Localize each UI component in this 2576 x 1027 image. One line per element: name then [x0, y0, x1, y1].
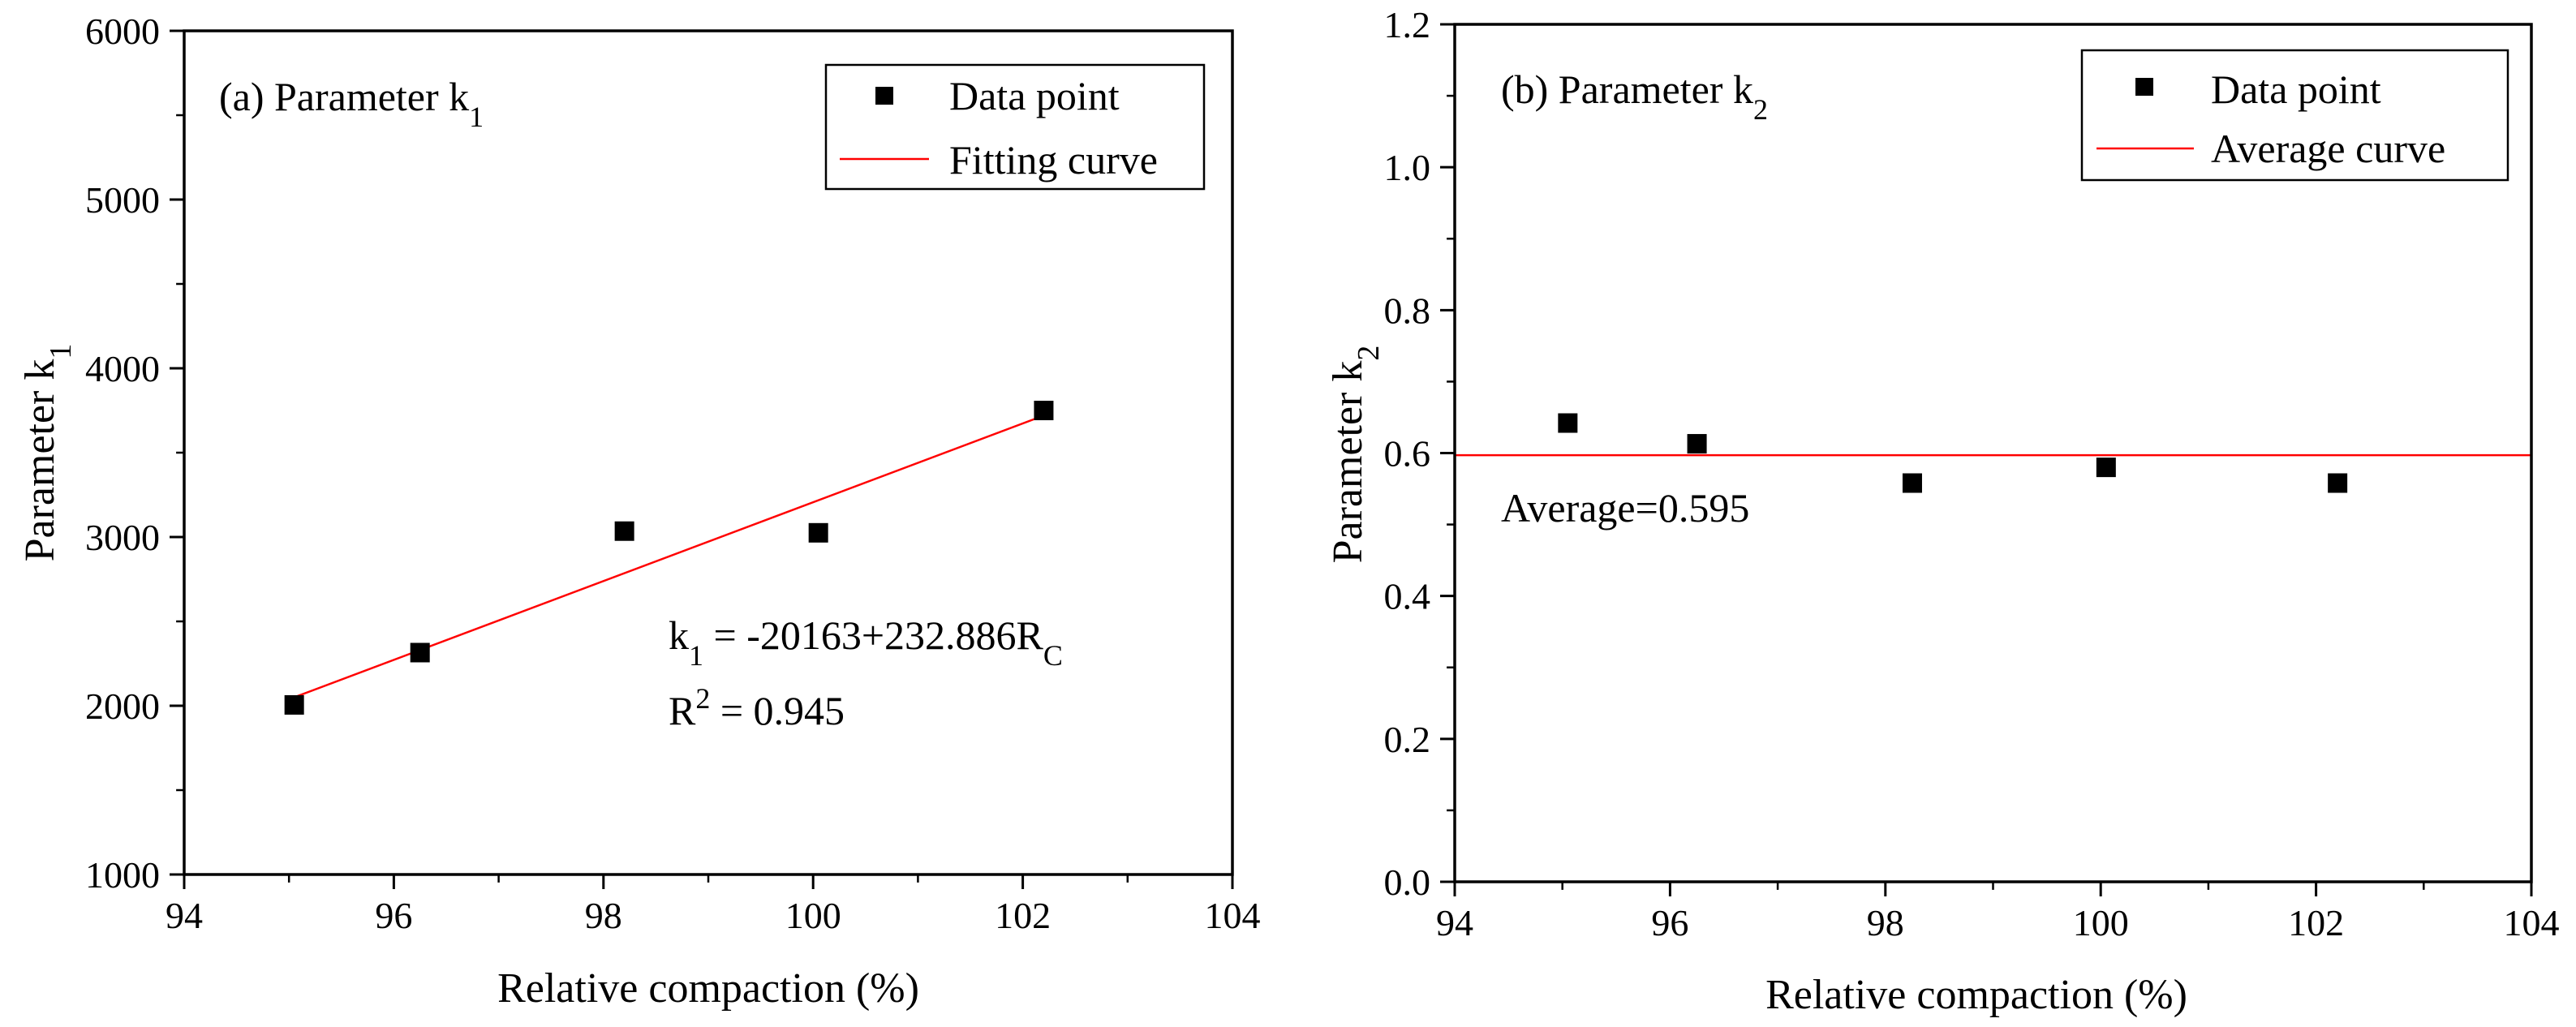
chart-a-marks — [284, 401, 1054, 715]
data-point — [410, 642, 430, 663]
data-point — [808, 522, 828, 543]
chart-a-legend-label-fitting-curve: Fitting curve — [949, 137, 1158, 183]
x-tick-label: 100 — [2073, 902, 2129, 943]
chart-a-equation: k1 = -20163+232.886RC — [669, 612, 1063, 672]
y-tick-label: 0.6 — [1384, 433, 1431, 475]
y-tick-label: 0.2 — [1384, 719, 1431, 760]
data-point — [614, 521, 634, 541]
y-tick-label: 2000 — [85, 685, 160, 727]
y-tick-label: 0.4 — [1384, 576, 1431, 617]
x-tick-label: 96 — [1651, 902, 1688, 943]
x-tick-label: 102 — [995, 895, 1051, 936]
y-tick-label: 4000 — [85, 348, 160, 389]
chart-a-r-squared: R2 = 0.945 — [669, 682, 845, 733]
chart-b-panel-label: (b) Parameter k2 — [1501, 67, 1768, 126]
chart-a-legend: Data point Fitting curve — [824, 63, 1206, 191]
x-tick-label: 98 — [1867, 902, 1904, 943]
chart-a-legend-box — [824, 63, 1206, 191]
chart-b-y-axis-title: Parameter k2 — [1325, 346, 1386, 564]
chart-b-average-annotation: Average=0.595 — [1501, 485, 1749, 531]
chart-b-marks — [1455, 413, 2531, 493]
y-tick-label: 0.8 — [1384, 290, 1431, 331]
y-tick-label: 1000 — [85, 854, 160, 896]
data-point — [1687, 434, 1707, 454]
y-tick-label: 0.0 — [1384, 862, 1431, 903]
chart-a-x-axis-title: Relative compaction (%) — [497, 965, 919, 1012]
y-tick-label: 5000 — [85, 179, 160, 221]
x-tick-label: 96 — [375, 895, 412, 936]
chart-panel-b: 94 96 98 100 102 104 0.0 0.2 0.4 0.6 0.8 1.0 1.2 (b)… — [1325, 4, 2560, 1018]
x-tick-label: 104 — [2504, 902, 2560, 943]
x-tick-label: 94 — [1436, 902, 1473, 943]
data-point — [2328, 473, 2348, 493]
chart-b-legend-label-average-curve: Average curve — [2211, 126, 2445, 171]
chart-b-plot-frame — [1453, 23, 2533, 883]
chart-b-x-axis-title: Relative compaction (%) — [1765, 972, 2187, 1018]
data-point — [1902, 473, 1922, 493]
chart-a-panel-label: (a) Parameter k1 — [219, 74, 484, 133]
chart-a-y-axis-title: Parameter k1 — [17, 344, 78, 562]
y-tick-label: 1.0 — [1384, 147, 1431, 188]
data-point — [1034, 401, 1054, 420]
chart-a-legend-marker-data-point — [875, 87, 893, 105]
x-tick-label: 102 — [2288, 902, 2344, 943]
chart-a-legend-label-data-point: Data point — [949, 73, 1120, 118]
chart-a-ticks: 94 96 98 100 102 104 1000 2000 3000 4000 5000 6000 — [85, 11, 1261, 936]
chart-b-legend: Data point Average curve — [2080, 49, 2509, 182]
data-point — [2096, 458, 2116, 478]
chart-b-ticks: 94 96 98 100 102 104 0.0 0.2 0.4 0.6 0.8 1.0 1.2 — [1384, 4, 2560, 943]
data-point — [284, 694, 304, 715]
x-tick-label: 100 — [785, 895, 841, 936]
y-tick-label: 1.2 — [1384, 4, 1431, 45]
y-tick-label: 3000 — [85, 517, 160, 558]
chart-b-legend-box — [2080, 49, 2509, 182]
x-tick-label: 94 — [166, 895, 203, 936]
chart-panel-a: 94 96 98 100 102 104100020003000400050006000 … — [17, 11, 1261, 1012]
x-tick-label: 104 — [1205, 895, 1261, 936]
chart-b-legend-marker-data-point — [2135, 78, 2153, 96]
x-tick-label: 98 — [585, 895, 622, 936]
data-point — [1558, 413, 1578, 433]
chart-a-plot-frame — [183, 29, 1234, 876]
chart-b-legend-label-data-point: Data point — [2211, 67, 2381, 112]
y-tick-label: 6000 — [85, 11, 160, 52]
